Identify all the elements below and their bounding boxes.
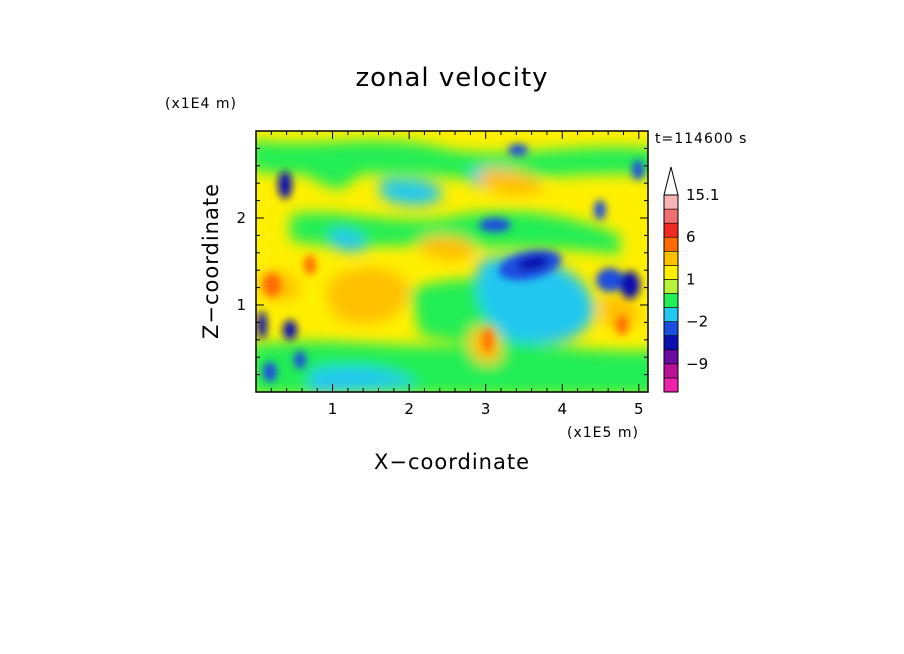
colorbar-extend-arrow (663, 166, 679, 196)
x-tick-label: 1 (328, 400, 338, 418)
colorbar-segment (663, 236, 679, 252)
y-axis-unit-label: (x1E4 m) (165, 96, 237, 112)
y-tick-label: 1 (236, 296, 246, 314)
colorbar-segment (663, 208, 679, 224)
x-tick-label: 4 (557, 400, 567, 418)
x-axis-unit-label: (x1E5 m) (567, 425, 639, 441)
colorbar: 15.1 6 1 −2 −9 (663, 166, 719, 393)
chart-title: zonal velocity (355, 63, 548, 93)
colorbar-label: −2 (686, 313, 708, 331)
x-axis-label: X−coordinate (374, 450, 530, 474)
y-axis-label: Z−coordinate (199, 183, 223, 339)
colorbar-segment (663, 321, 679, 337)
colorbar-segment (663, 335, 679, 351)
colorbar-segment (663, 279, 679, 294)
colorbar-label: 1 (686, 270, 696, 288)
y-axis: 12 (236, 147, 648, 376)
time-label: t=114600 s (655, 131, 747, 147)
colorbar-segment (663, 293, 679, 308)
colorbar-label: 6 (686, 228, 696, 246)
colorbar-label: 15.1 (686, 186, 719, 204)
colorbar-label: −9 (686, 355, 708, 373)
x-tick-label: 5 (634, 400, 644, 418)
x-tick-label: 2 (404, 400, 414, 418)
colorbar-segment (663, 349, 679, 365)
x-axis: 1 2 3 4 5 (270, 131, 644, 418)
contour-field (256, 131, 648, 392)
colorbar-segment (663, 363, 679, 379)
colorbar-segment (663, 194, 679, 210)
colorbar-frame (663, 194, 679, 393)
y-tick-label: 2 (236, 209, 246, 227)
plot-frame (255, 130, 649, 393)
colorbar-segment (663, 222, 679, 238)
colorbar-segment (663, 265, 679, 280)
colorbar-segment (663, 307, 679, 322)
colorbar-segment (663, 250, 679, 266)
x-tick-label: 3 (481, 400, 491, 418)
colorbar-segment (663, 377, 679, 393)
